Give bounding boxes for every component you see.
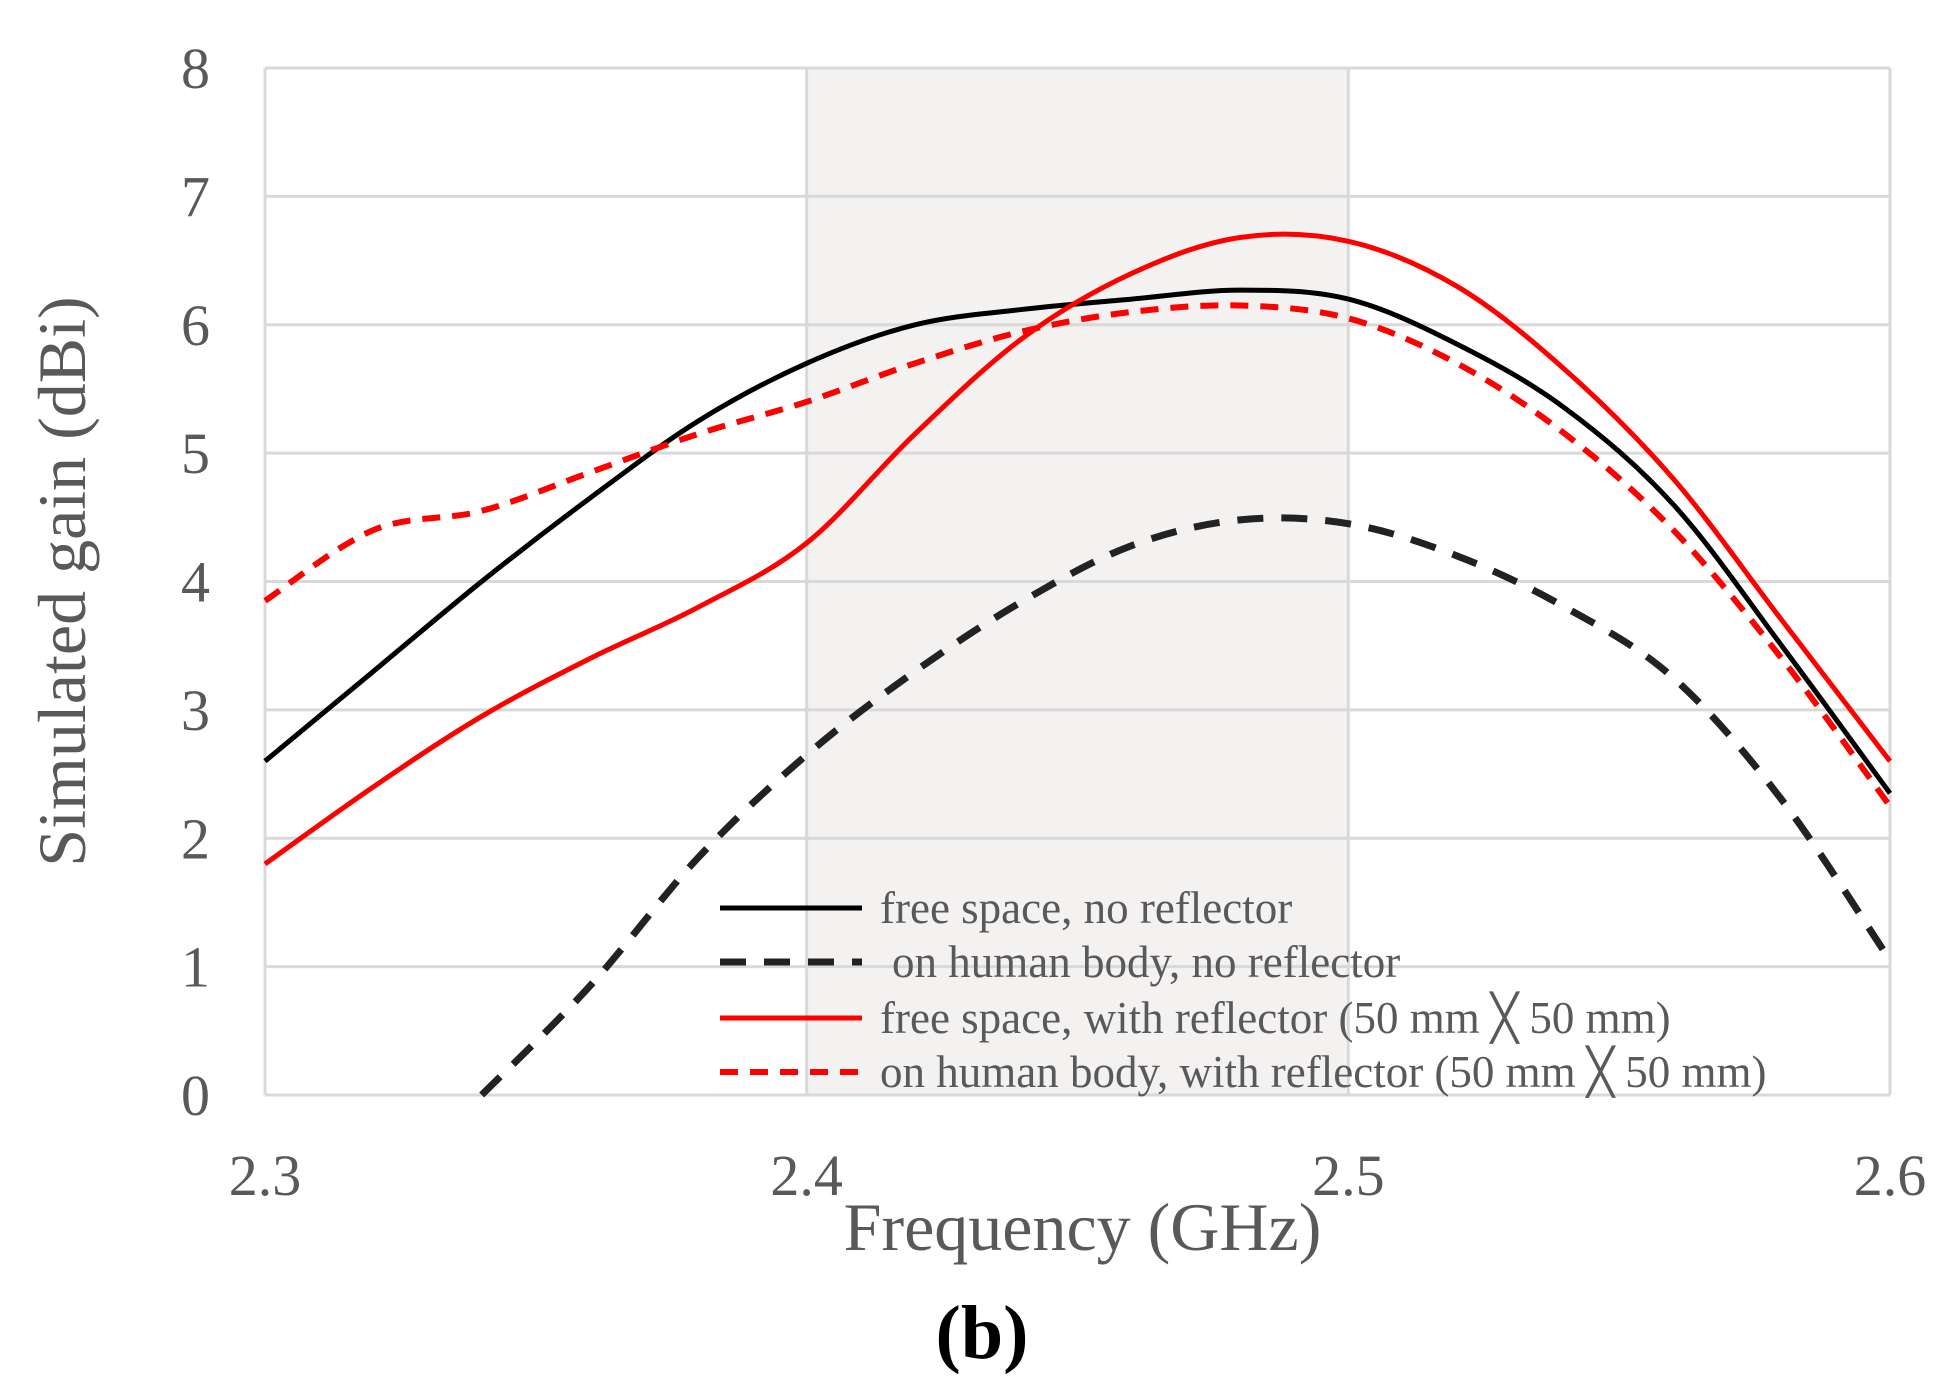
x-tick-labels: 2.3 2.4 2.5 2.6 xyxy=(229,1143,1927,1208)
legend-label: free space, no reflector xyxy=(880,883,1292,933)
y-tick-label: 4 xyxy=(181,550,210,615)
legend-label: on human body, with reflector (50 mm ╳ 5… xyxy=(880,1045,1767,1098)
figure-caption: (b) xyxy=(936,1291,1029,1375)
legend-label: free space, with reflector (50 mm ╳ 50 m… xyxy=(880,991,1671,1044)
y-tick-label: 2 xyxy=(181,806,210,871)
x-tick-label: 2.5 xyxy=(1312,1143,1385,1208)
gridlines xyxy=(263,66,1892,1097)
series-free-space-no-reflector xyxy=(263,287,1893,795)
x-tick-label: 2.3 xyxy=(229,1143,302,1208)
series-free-space-with-reflector xyxy=(263,231,1892,866)
x-axis-title: Frequency (GHz) xyxy=(844,1189,1322,1265)
y-axis-title: Simulated gain (dBi) xyxy=(24,296,100,866)
legend-label: on human body, no reflector xyxy=(892,937,1400,987)
y-tick-label: 0 xyxy=(181,1063,210,1128)
y-tick-label: 6 xyxy=(181,293,210,358)
y-tick-labels: 0 1 2 3 4 5 6 7 8 xyxy=(181,36,210,1128)
series-human-body-no-reflector xyxy=(479,514,1893,1098)
y-tick-label: 1 xyxy=(181,935,210,1000)
y-tick-label: 7 xyxy=(181,164,210,229)
series-lines xyxy=(263,231,1893,1098)
y-tick-label: 3 xyxy=(181,678,210,743)
x-tick-label: 2.4 xyxy=(770,1143,843,1208)
series-human-body-with-reflector xyxy=(263,302,1893,808)
y-tick-label: 8 xyxy=(181,36,210,101)
y-tick-label: 5 xyxy=(181,421,210,486)
x-tick-label: 2.6 xyxy=(1854,1143,1927,1208)
